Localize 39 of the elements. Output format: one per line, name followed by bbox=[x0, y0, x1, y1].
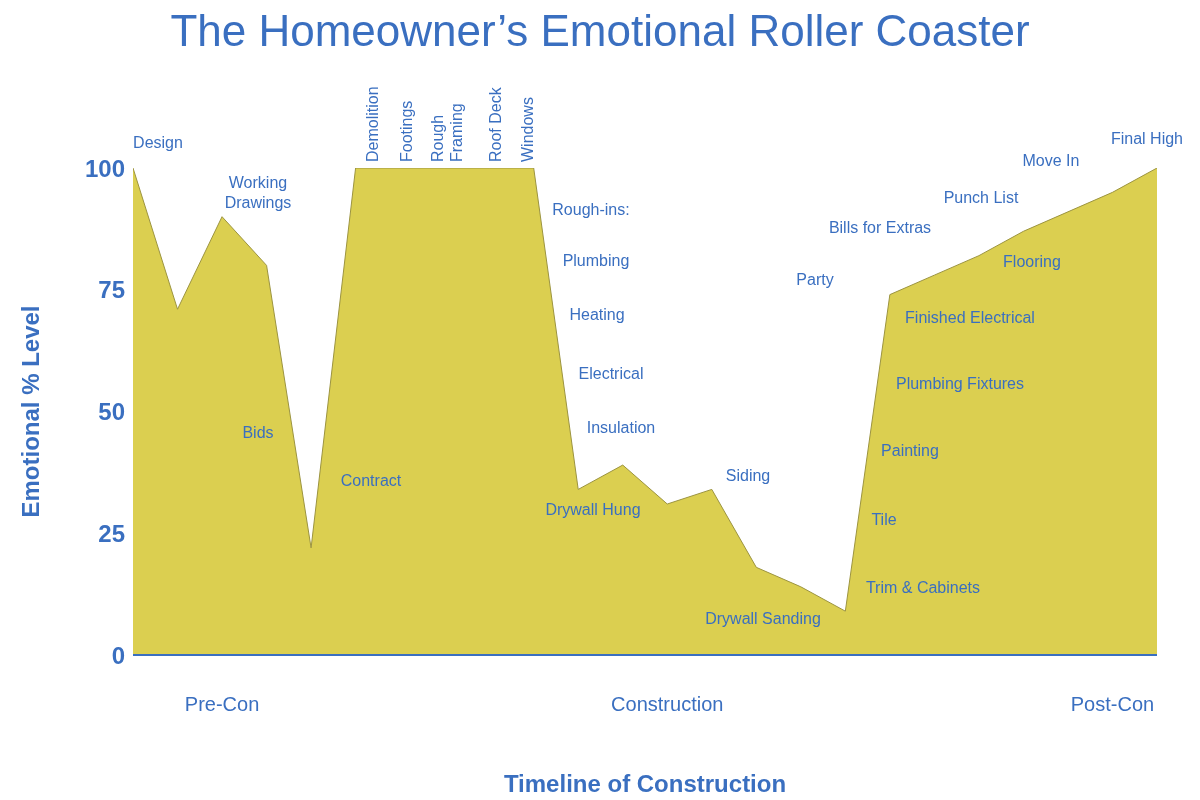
annotation: Contract bbox=[340, 471, 402, 489]
annotation: Heating bbox=[569, 305, 625, 323]
annotation: Bills for Extras bbox=[828, 218, 932, 236]
y-tick-label: 75 bbox=[98, 276, 125, 304]
annotation: Plumbing bbox=[562, 251, 630, 269]
y-tick-label: 0 bbox=[111, 641, 125, 669]
text: Roof Deck bbox=[486, 86, 504, 162]
annotation: Finished Electrical bbox=[905, 308, 1035, 326]
text: Footings bbox=[397, 100, 415, 162]
annotation: Punch List bbox=[943, 188, 1019, 206]
text: Design bbox=[133, 133, 183, 151]
annotation: Tile bbox=[871, 510, 897, 528]
text: Rough Framing bbox=[428, 103, 465, 162]
annotation: Electrical bbox=[578, 364, 644, 382]
annotation: Plumbing Fixtures bbox=[895, 374, 1025, 392]
annotation: Rough-ins: bbox=[552, 200, 630, 218]
annotation: Painting bbox=[881, 441, 939, 459]
annotation: Bids bbox=[242, 423, 274, 441]
x-tick-label: Pre-Con bbox=[184, 693, 260, 716]
annotation: Flooring bbox=[1003, 252, 1061, 270]
y-tick-label: 25 bbox=[98, 519, 125, 547]
annotation: Move In bbox=[1022, 151, 1080, 169]
x-axis-title: Timeline of Construction bbox=[503, 770, 787, 797]
annotation: Insulation bbox=[586, 418, 656, 436]
annotation: Party bbox=[796, 270, 834, 288]
y-tick-label: 50 bbox=[98, 398, 125, 426]
y-tick-label: 100 bbox=[84, 154, 125, 182]
annotation: Siding bbox=[725, 466, 771, 484]
y-axis-title: Emotional % Level bbox=[16, 305, 44, 518]
text: Final High bbox=[1110, 129, 1184, 147]
text: Demolition bbox=[363, 86, 381, 162]
chart-title: The Homeowner’s Emotional Roller Coaster bbox=[169, 6, 1031, 56]
x-tick-label: Construction bbox=[611, 693, 724, 716]
annotation: Drywall Hung bbox=[545, 500, 641, 518]
x-tick-label: Post-Con bbox=[1070, 693, 1155, 716]
text: Windows bbox=[518, 97, 536, 162]
annotation: Drywall Sanding bbox=[705, 609, 821, 627]
annotation: Trim & Cabinets bbox=[865, 578, 981, 596]
annotation: Working Drawings bbox=[224, 173, 292, 211]
